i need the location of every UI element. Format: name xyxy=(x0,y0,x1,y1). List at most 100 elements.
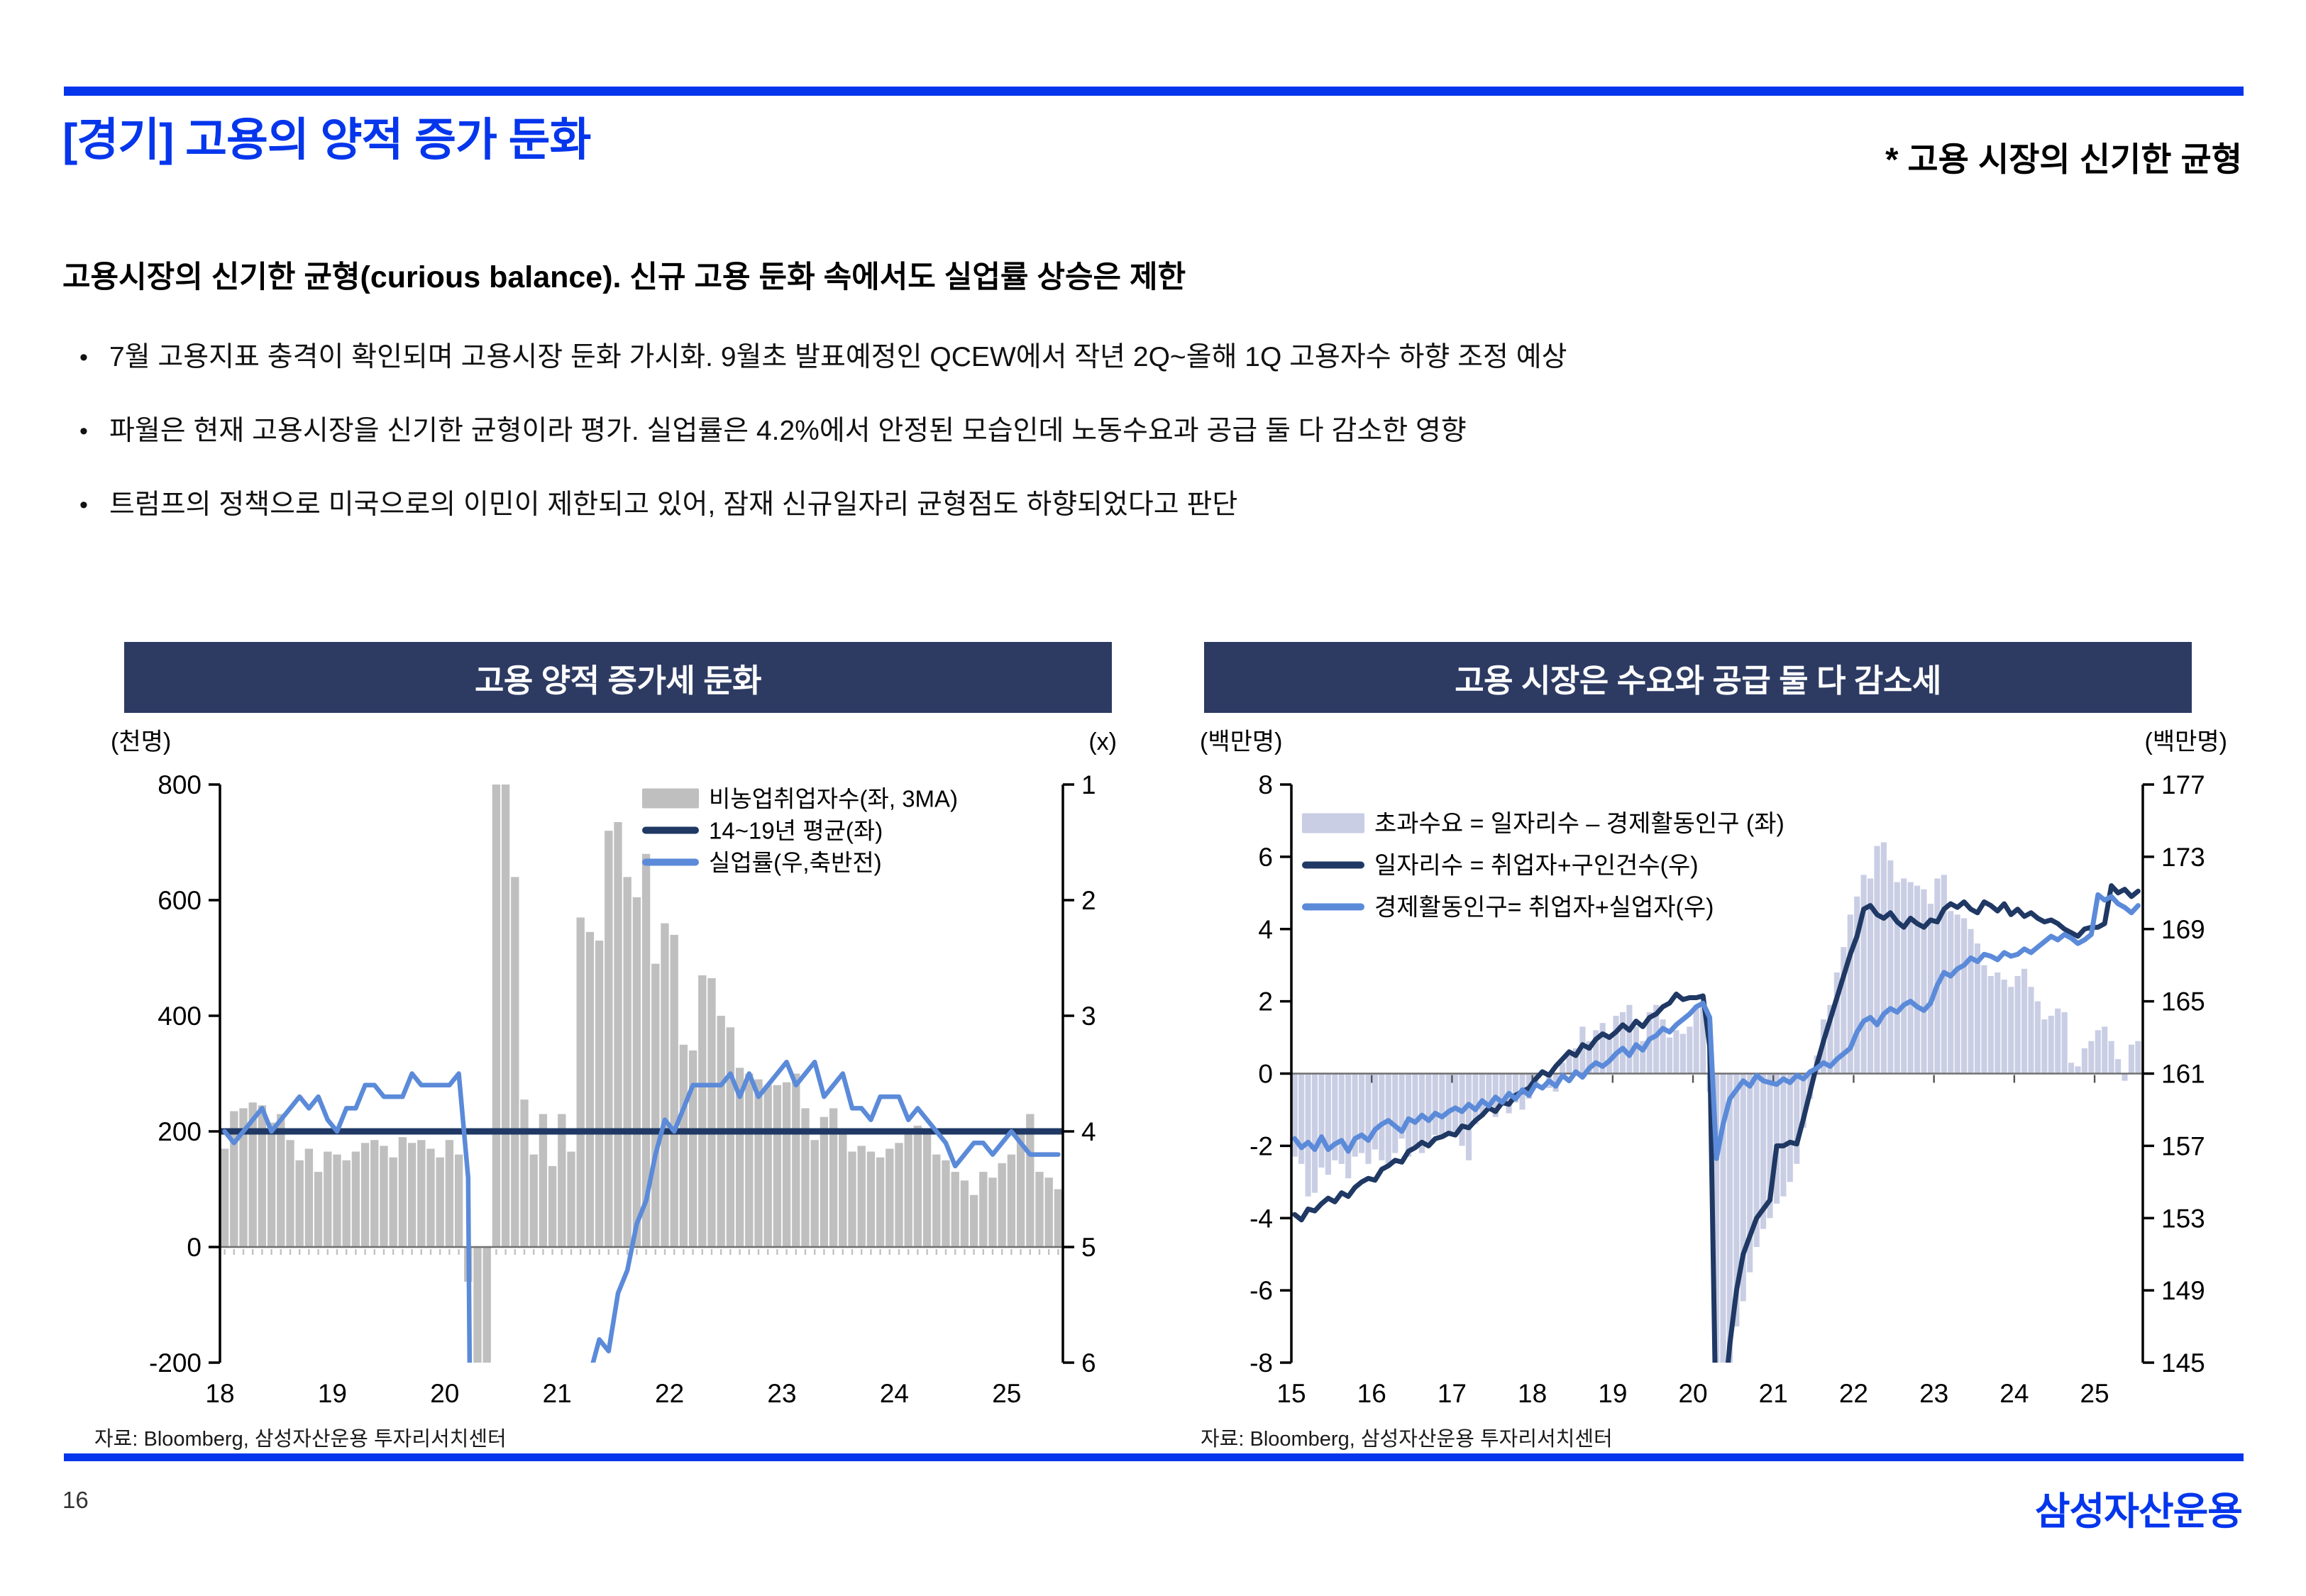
bullet-icon: • xyxy=(79,344,88,371)
bar xyxy=(735,1068,744,1247)
bar xyxy=(1311,1073,1318,1193)
bullet-item: • 파월은 현재 고용시장을 신기한 균형이라 평가. 실업률은 4.2%에서 안… xyxy=(79,394,2194,468)
bar xyxy=(2041,1019,2048,1074)
bar xyxy=(567,1151,575,1247)
bar xyxy=(745,1073,754,1247)
bar xyxy=(258,1105,267,1247)
bar xyxy=(839,1128,847,1247)
bar xyxy=(529,1154,538,1247)
svg-text:(백만명): (백만명) xyxy=(1200,728,1282,755)
bar xyxy=(763,1085,772,1247)
right-chart: 86420-2-4-6-8177173169165161157153149145… xyxy=(1200,728,2227,1403)
bar xyxy=(1560,1063,1566,1074)
bar xyxy=(2001,980,2007,1074)
bar xyxy=(876,1157,885,1247)
bar xyxy=(1359,1073,1365,1153)
minor-ticks xyxy=(224,1249,1059,1255)
bullet-icon: • xyxy=(79,492,88,519)
svg-text:21: 21 xyxy=(543,1379,572,1403)
bar xyxy=(286,1140,294,1247)
bar xyxy=(1800,1073,1806,1128)
bar xyxy=(857,1146,866,1247)
bar xyxy=(576,917,585,1247)
svg-text:200: 200 xyxy=(158,1117,202,1146)
legend-swatch xyxy=(1302,903,1364,911)
left-chart-title: 고용 양적 증가세 둔화 xyxy=(474,662,762,699)
bar xyxy=(1325,1073,1331,1175)
bar xyxy=(407,1143,416,1247)
bar xyxy=(304,1148,314,1247)
svg-text:20: 20 xyxy=(430,1379,459,1403)
bar xyxy=(1479,1073,1485,1117)
bar xyxy=(1981,965,1987,1074)
bar xyxy=(641,853,651,1247)
svg-text:24: 24 xyxy=(880,1379,909,1403)
bar xyxy=(670,934,678,1247)
bullet-item: • 7월 고용지표 충격이 확인되며 고용시장 둔화 가시화. 9월초 발표예정인… xyxy=(79,321,2194,394)
svg-text:6: 6 xyxy=(1081,1348,1096,1378)
bar xyxy=(1439,1073,1445,1139)
svg-text:22: 22 xyxy=(655,1379,684,1403)
bar xyxy=(1619,1012,1626,1074)
bar xyxy=(810,1140,819,1247)
bar xyxy=(2115,1059,2122,1074)
bar xyxy=(1338,1073,1345,1164)
bar xyxy=(960,1180,969,1247)
page-title: [경기] 고용의 양적 증가 둔화 xyxy=(62,114,591,165)
bar xyxy=(1035,1172,1044,1247)
bar xyxy=(1767,1073,1773,1219)
svg-text:21: 21 xyxy=(1759,1379,1788,1403)
bullet-text: 7월 고용지표 충격이 확인되며 고용시장 둔화 가시화. 9월초 발표예정인 … xyxy=(109,342,1567,372)
bar xyxy=(895,1143,903,1247)
svg-text:23: 23 xyxy=(767,1379,796,1403)
right-chart-header: 고용 시장은 수요와 공급 둘 다 감소세 xyxy=(1204,642,2192,713)
svg-text:800: 800 xyxy=(158,770,202,799)
bar xyxy=(398,1137,407,1247)
bar xyxy=(614,821,622,1247)
bar xyxy=(679,1044,688,1247)
bar xyxy=(511,877,519,1247)
svg-text:20: 20 xyxy=(1678,1379,1707,1403)
bar xyxy=(773,1085,782,1247)
svg-text:6: 6 xyxy=(1258,843,1273,872)
bar xyxy=(342,1160,351,1247)
line-series xyxy=(1292,883,2141,1363)
bar xyxy=(1318,1073,1325,1168)
bar xyxy=(1666,1037,1673,1074)
bar xyxy=(2102,1026,2108,1074)
bar xyxy=(848,1151,856,1247)
bar xyxy=(1794,1073,1800,1164)
bar xyxy=(220,1148,229,1247)
bullet-list: • 7월 고용지표 충격이 확인되며 고용시장 둔화 가시화. 9월초 발표예정인… xyxy=(79,321,2194,542)
right-chart-source: 자료: Bloomberg, 삼성자산운용 투자리서치센터 xyxy=(1201,1428,1613,1451)
bottom-rule xyxy=(64,1453,2244,1461)
bar xyxy=(2055,1008,2061,1074)
bar xyxy=(2095,1030,2101,1074)
svg-text:17: 17 xyxy=(1438,1379,1467,1403)
svg-text:(천명): (천명) xyxy=(111,728,171,755)
bar xyxy=(314,1172,323,1247)
bar xyxy=(1579,1026,1586,1074)
bar xyxy=(595,941,604,1247)
bar xyxy=(445,1140,454,1247)
bar xyxy=(248,1102,257,1247)
bar xyxy=(605,831,613,1247)
svg-text:경제활동인구= 취업자+실업자(우): 경제활동인구= 취업자+실업자(우) xyxy=(1374,894,1714,921)
bar xyxy=(951,1172,959,1247)
bar xyxy=(1465,1073,1472,1160)
left-chart-header: 고용 양적 증가세 둔화 xyxy=(124,642,1112,713)
bar xyxy=(360,1143,370,1247)
bar xyxy=(1747,1073,1753,1273)
bar xyxy=(1720,1073,1726,1363)
bar xyxy=(1995,972,2001,1074)
bar xyxy=(558,1114,566,1247)
legend-swatch xyxy=(642,858,699,866)
bar xyxy=(1753,1073,1760,1247)
bar xyxy=(1332,1073,1338,1160)
bar xyxy=(969,1195,978,1247)
bar xyxy=(1593,1030,1599,1074)
legend: 비농업취업자수(좌, 3MA) 14~19년 평균(좌) 실업률(우,축반전) xyxy=(642,786,958,876)
bar xyxy=(922,1131,932,1247)
svg-text:-8: -8 xyxy=(1249,1348,1273,1378)
